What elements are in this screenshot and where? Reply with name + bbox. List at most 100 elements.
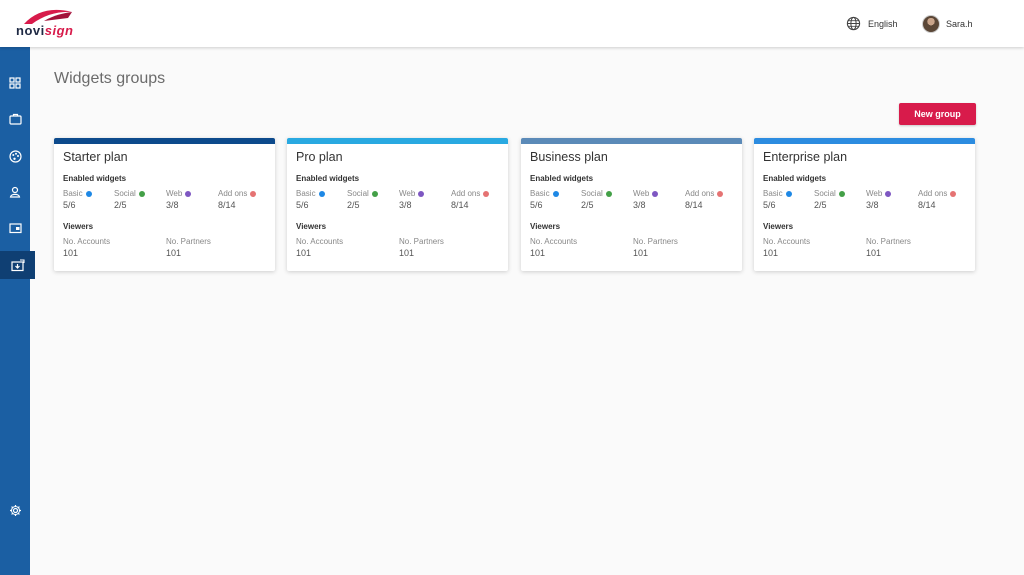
user-icon [9, 186, 21, 198]
sidebar-item-users[interactable] [0, 178, 30, 206]
widget-count-value: 8/14 [218, 200, 236, 210]
plan-card[interactable]: Enterprise plan Enabled widgets Basic 5/6 So… [754, 138, 975, 271]
status-dot-icon [418, 190, 425, 197]
widget-count-add-ons: Add ons 8/14 [451, 189, 490, 210]
viewer-field-label: No. Accounts [763, 237, 811, 246]
user-menu[interactable]: Sara.h [922, 15, 973, 33]
viewer-field-label: No. Partners [166, 237, 211, 246]
widget-count-value: 2/5 [814, 200, 827, 210]
sidebar-item-briefcase[interactable] [0, 105, 30, 133]
sidebar-item-widgets[interactable] [0, 251, 35, 279]
viewers-label: Viewers [63, 222, 94, 231]
viewer-field-value: 101 [633, 248, 649, 258]
viewer-field-value: 101 [399, 248, 415, 258]
widget-count-web: Web 3/8 [866, 189, 892, 210]
logo-wordmark: novisign [16, 23, 74, 38]
palette-icon [8, 149, 22, 163]
plan-color-bar [521, 138, 742, 144]
widget-type-label: Basic [530, 189, 550, 198]
viewer-partners: No. Partners 101 [399, 237, 444, 258]
widget-count-web: Web 3/8 [166, 189, 192, 210]
widget-count-social: Social 2/5 [581, 189, 612, 210]
widget-count-value: 8/14 [451, 200, 469, 210]
widget-type-label: Web [633, 189, 650, 198]
widget-count-value: 2/5 [581, 200, 594, 210]
logo-swoosh-icon [24, 9, 72, 24]
status-dot-icon [250, 190, 257, 197]
status-dot-icon [552, 190, 559, 197]
viewer-field-value: 101 [296, 248, 312, 258]
globe-icon [846, 16, 861, 31]
widget-count-basic: Basic 5/6 [296, 189, 325, 210]
widget-count-social: Social 2/5 [114, 189, 145, 210]
widget-type-label: Add ons [218, 189, 248, 198]
viewer-partners: No. Partners 101 [866, 237, 911, 258]
sidebar [0, 47, 35, 575]
widget-type-label: Basic [63, 189, 83, 198]
widget-type-label: Basic [763, 189, 783, 198]
enabled-widgets-label: Enabled widgets [530, 174, 594, 183]
plan-title: Pro plan [296, 150, 343, 164]
widget-count-basic: Basic 5/6 [530, 189, 559, 210]
widget-count-value: 8/14 [918, 200, 936, 210]
widget-count-value: 5/6 [296, 200, 309, 210]
widget-type-label: Social [581, 189, 603, 198]
status-dot-icon [605, 190, 612, 197]
widget-count-value: 8/14 [685, 200, 703, 210]
sidebar-item-palette[interactable] [0, 142, 30, 170]
widget-type-label: Social [347, 189, 369, 198]
viewer-field-label: No. Accounts [63, 237, 111, 246]
viewer-accounts: No. Accounts 101 [530, 237, 577, 258]
dashboard-icon [9, 77, 21, 89]
widget-count-web: Web 3/8 [399, 189, 425, 210]
status-dot-icon [652, 190, 659, 197]
enabled-widgets-label: Enabled widgets [296, 174, 360, 183]
page-title: Widgets groups [54, 70, 166, 87]
viewer-field-label: No. Partners [866, 237, 911, 246]
viewer-field-value: 101 [166, 248, 182, 258]
plan-title: Enterprise plan [763, 150, 848, 164]
viewer-accounts: No. Accounts 101 [296, 237, 343, 258]
novisign-logo[interactable]: novisign [14, 9, 80, 39]
widget-counts: Basic 5/6 Social 2/5 Web 3/8 Add ons 8/14 [63, 189, 269, 213]
widget-count-value: 3/8 [866, 200, 879, 210]
viewers-label: Viewers [296, 222, 327, 231]
widget-counts: Basic 5/6 Social 2/5 Web 3/8 Add ons 8/14 [530, 189, 736, 213]
avatar [922, 15, 940, 33]
widget-type-label: Web [166, 189, 183, 198]
sidebar-item-media[interactable] [0, 214, 30, 242]
widget-count-value: 3/8 [399, 200, 412, 210]
plan-card[interactable]: Starter plan Enabled widgets Basic 5/6 Socia… [54, 138, 275, 271]
new-group-button[interactable]: New group [899, 103, 976, 125]
status-dot-icon [885, 190, 892, 197]
status-dot-icon [318, 190, 325, 197]
plan-title: Business plan [530, 150, 608, 164]
widgets-icon [10, 258, 25, 271]
sidebar-item-dashboard[interactable] [0, 69, 30, 97]
viewer-field-label: No. Accounts [530, 237, 578, 246]
widget-counts: Basic 5/6 Social 2/5 Web 3/8 Add ons 8/14 [296, 189, 502, 213]
widget-type-label: Web [399, 189, 416, 198]
status-dot-icon [483, 190, 490, 197]
widget-type-label: Social [114, 189, 136, 198]
plan-card[interactable]: Pro plan Enabled widgets Basic 5/6 Social 2/5… [287, 138, 508, 271]
widget-count-web: Web 3/8 [633, 189, 659, 210]
widget-type-label: Basic [296, 189, 316, 198]
widget-count-basic: Basic 5/6 [763, 189, 792, 210]
widget-type-label: Social [814, 189, 836, 198]
briefcase-icon [8, 113, 22, 125]
top-bar: novisign English Sara.h [0, 0, 1024, 47]
settings-gear-icon [9, 504, 21, 516]
widget-count-basic: Basic 5/6 [63, 189, 92, 210]
sidebar-item-settings[interactable] [0, 496, 30, 524]
status-dot-icon [717, 190, 724, 197]
widget-count-add-ons: Add ons 8/14 [218, 189, 257, 210]
widget-count-value: 2/5 [114, 200, 127, 210]
plan-card[interactable]: Business plan Enabled widgets Basic 5/6 Soci… [521, 138, 742, 271]
language-selector[interactable]: English [846, 16, 898, 31]
widget-type-label: Add ons [685, 189, 715, 198]
status-dot-icon [85, 190, 92, 197]
widget-count-value: 5/6 [763, 200, 776, 210]
folder-icon [8, 223, 22, 234]
widget-count-value: 3/8 [633, 200, 646, 210]
